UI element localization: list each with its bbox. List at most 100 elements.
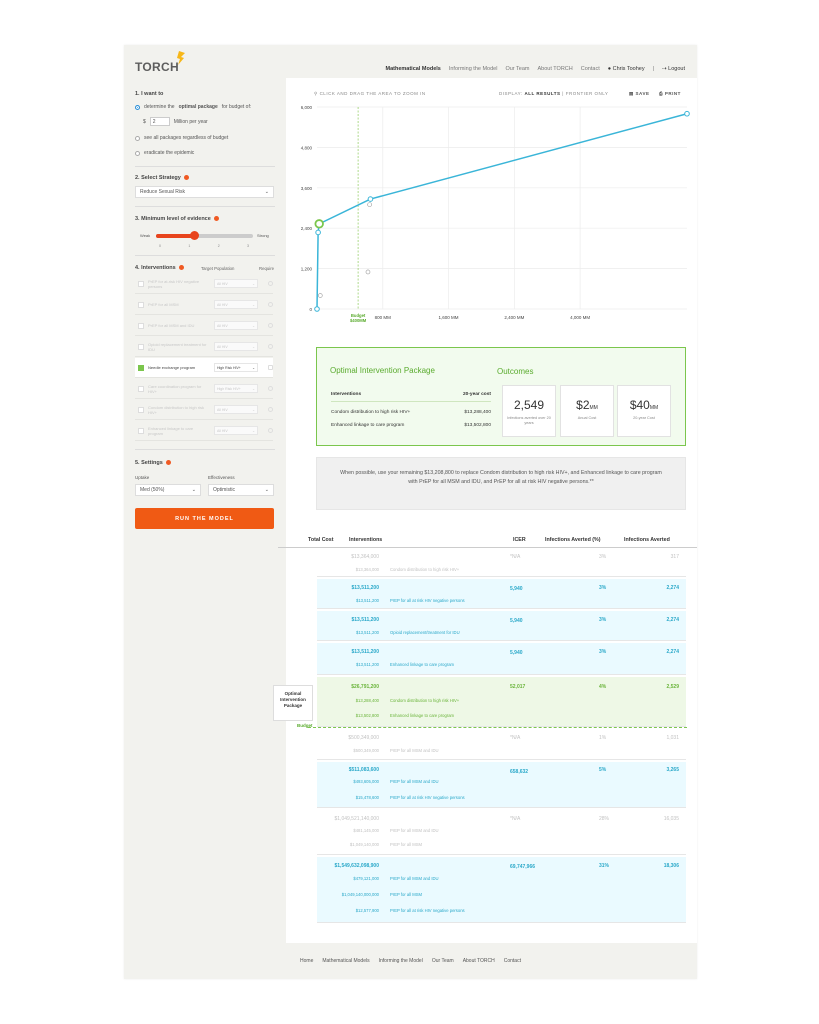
print-button[interactable]: ⎙ PRINT	[659, 91, 681, 96]
footer-link-contact[interactable]: Contact	[503, 958, 521, 964]
population-value: All HIV	[217, 428, 228, 433]
col-infections-pct[interactable]: Infections Averted (%)	[545, 537, 601, 543]
display-frontier-only[interactable]: FRONTIER ONLY	[565, 91, 609, 96]
evidence-strong-label: Strong	[257, 233, 269, 238]
intervention-row[interactable]: Opioid replacement treatment for IDU All …	[135, 337, 273, 357]
population-select[interactable]: High Risk HIV+ ⌄	[214, 384, 258, 393]
radio-optimal[interactable]: determine the optimal package for budget o…	[135, 104, 251, 110]
package-row[interactable]: $1,549,632,098,900 69,747,966 31% 18,306 $4…	[317, 857, 686, 923]
package-row[interactable]: $13,511,200 5,940 3% 2,274 $13,511,200 PrEP …	[317, 579, 686, 609]
cost-effectiveness-chart[interactable]: 0 1,200 2,400 3,600 4,800 6,000 800 MM 1,600 MM…	[287, 100, 697, 345]
intervention-checkbox[interactable]	[138, 301, 144, 308]
help-icon[interactable]	[183, 175, 189, 181]
package-row[interactable]: $13,511,200 5,940 3% 2,274 $13,511,200 Opioi…	[317, 611, 686, 641]
require-toggle[interactable]	[268, 365, 273, 370]
nav-contact[interactable]: Contact	[580, 66, 600, 72]
effectiveness-select[interactable]: Optimistic ⌄	[208, 484, 274, 496]
population-select[interactable]: All HIV ⌄	[214, 279, 258, 288]
help-icon[interactable]	[178, 265, 184, 271]
optimal-row-name: Condom distribution to high risk HIV+	[331, 410, 411, 415]
footer-link-team[interactable]: Our Team	[431, 958, 454, 964]
display-all-results[interactable]: ALL RESULTS	[524, 91, 561, 96]
x-tick-label: 4,000 MM	[570, 315, 590, 320]
footer-link-models[interactable]: Mathematical Models	[322, 958, 370, 964]
radio-optimal-dot[interactable]	[135, 104, 140, 110]
evidence-slider-handle[interactable]	[190, 231, 200, 240]
user-menu[interactable]: ● Chris Toohey	[608, 66, 645, 72]
intervention-row[interactable]: PrEP for all MSM All HIV ⌄	[135, 295, 273, 315]
uptake-select[interactable]: Med (50%) ⌄	[135, 484, 201, 496]
nav-informing-the-model[interactable]: Informing the Model	[448, 66, 498, 72]
package-row[interactable]: $13,364,000 *N/A 3% 317 $13,364,000 Condom d…	[317, 548, 686, 577]
logout-link[interactable]: ⇢ Logout	[662, 66, 685, 72]
evidence-tick: 2	[217, 244, 220, 248]
card-label: Infections averted over 20 years	[507, 416, 551, 425]
divider	[331, 401, 491, 402]
footer-link-informing[interactable]: Informing the Model	[378, 958, 423, 964]
package-averted: 317	[670, 554, 679, 560]
optimal-row-cost: $13,288,400	[464, 410, 491, 415]
help-icon[interactable]	[213, 216, 219, 222]
radio-eradicate[interactable]: eradicate the epidemic	[135, 150, 194, 156]
intervention-row[interactable]: PrEP for all MSM and IDU All HIV ⌄	[135, 316, 273, 336]
nav-our-team[interactable]: Our Team	[505, 66, 530, 72]
package-pct: 5%	[599, 767, 607, 773]
intervention-checkbox[interactable]	[138, 280, 144, 287]
package-row-optimal[interactable]: $26,791,200 52,017 4% 2,529 $13,288,400 Cond…	[317, 677, 686, 727]
require-toggle[interactable]	[268, 302, 273, 307]
evidence-slider-track[interactable]	[156, 234, 253, 238]
intervention-row[interactable]: Condom distribution to high risk HIV+ All…	[135, 400, 273, 420]
require-toggle[interactable]	[268, 344, 273, 349]
logo[interactable]: TORCH	[135, 60, 179, 74]
population-value: All HIV	[217, 407, 228, 412]
radio-eradicate-dot[interactable]	[135, 150, 140, 156]
col-total-cost[interactable]: Total Cost	[308, 537, 334, 543]
display-toggle: DISPLAY: ALL RESULTS | FRONTIER ONLY	[499, 91, 609, 96]
intervention-checkbox[interactable]	[138, 385, 144, 392]
package-row[interactable]: $500,349,000 *N/A 1% 1,031 $500,349,000 PrEP…	[317, 729, 686, 760]
require-toggle[interactable]	[268, 428, 273, 433]
package-row[interactable]: $511,083,600 658,632 5% 3,265 $493,605,000 P…	[317, 762, 686, 808]
intervention-checkbox[interactable]	[138, 364, 144, 371]
budget-input[interactable]: 2	[149, 117, 170, 126]
sub-cost: $1,049,140,000	[349, 842, 379, 847]
intervention-checkbox[interactable]	[138, 322, 144, 329]
zoom-icon: ⚲	[314, 91, 318, 96]
save-button[interactable]: ▤ SAVE	[629, 91, 649, 97]
strategy-select[interactable]: Reduce Sexual Risk ⌄	[135, 186, 274, 198]
package-row[interactable]: $13,511,200 5,940 3% 2,274 $13,511,200 Enhan…	[317, 643, 686, 675]
population-select[interactable]: All HIV ⌄	[214, 321, 258, 330]
intervention-row[interactable]: Needle exchange program High Risk HIV+ ⌄	[135, 358, 273, 378]
intervention-row[interactable]: Enhanced linkage to care program All HIV ⌄	[135, 421, 273, 441]
population-select[interactable]: All HIV ⌄	[214, 426, 258, 435]
footer-link-about[interactable]: About TORCH	[462, 958, 495, 964]
footer-link-home[interactable]: Home	[300, 958, 314, 964]
radio-all-packages[interactable]: see all packages regardless of budget	[135, 135, 228, 141]
help-icon[interactable]	[165, 460, 171, 466]
radio-all-dot[interactable]	[135, 135, 140, 141]
package-total-cost: $13,511,200	[351, 585, 379, 591]
population-select[interactable]: All HIV ⌄	[214, 342, 258, 351]
require-toggle[interactable]	[268, 281, 273, 286]
intervention-row[interactable]: Care coordination program for HIV+ High R…	[135, 379, 273, 399]
intervention-row[interactable]: PrEP for at-risk HIV negative persons All…	[135, 274, 273, 294]
nav-mathematical-models[interactable]: Mathematical Models	[385, 66, 441, 72]
sub-intervention: PrEP for all MSM and IDU	[390, 748, 439, 753]
intervention-checkbox[interactable]	[138, 427, 144, 434]
col-interventions[interactable]: Interventions	[349, 537, 383, 543]
col-infections-averted[interactable]: Infections Averted	[624, 537, 670, 543]
package-pct: 3%	[599, 617, 607, 623]
col-icer[interactable]: ICER	[513, 537, 526, 543]
package-row[interactable]: $1,049,521,140,000 *N/A 28% 16,035 $481,145…	[317, 810, 686, 855]
run-model-button[interactable]: RUN THE MODEL	[135, 508, 274, 529]
population-select[interactable]: High Risk HIV+ ⌄	[214, 363, 258, 372]
frontier-point	[684, 110, 690, 117]
require-toggle[interactable]	[268, 386, 273, 391]
population-select[interactable]: All HIV ⌄	[214, 405, 258, 414]
require-toggle[interactable]	[268, 323, 273, 328]
population-select[interactable]: All HIV ⌄	[214, 300, 258, 309]
intervention-checkbox[interactable]	[138, 406, 144, 413]
intervention-checkbox[interactable]	[138, 343, 144, 350]
nav-about-torch[interactable]: About TORCH	[537, 66, 573, 72]
require-toggle[interactable]	[268, 407, 273, 412]
